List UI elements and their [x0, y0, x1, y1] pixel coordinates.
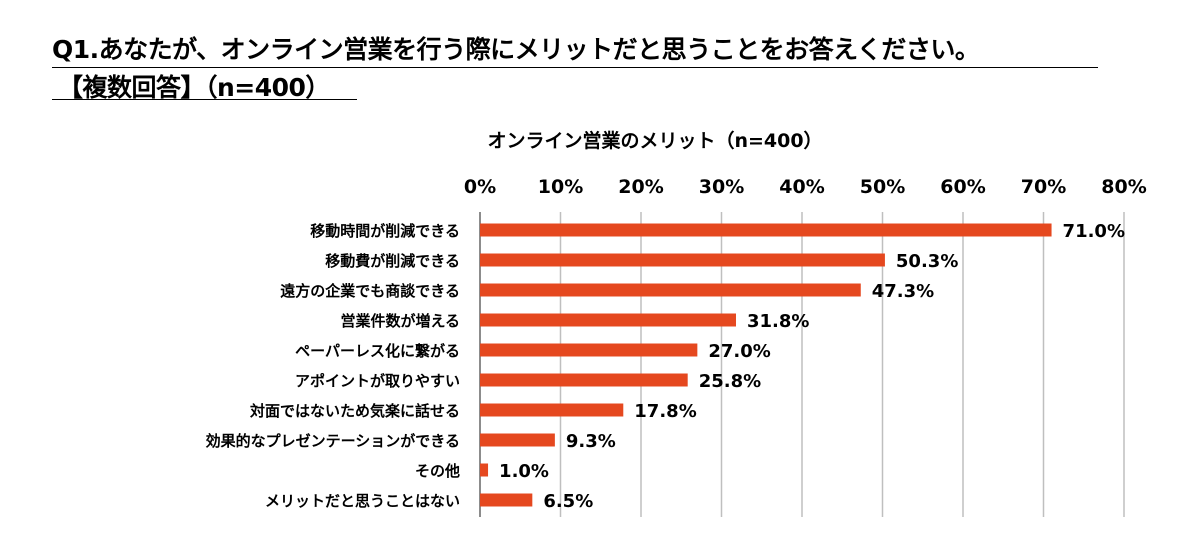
- data-label: 17.8%: [634, 401, 696, 422]
- question-subtitle: 【複数回答】（n=400）: [58, 73, 330, 102]
- category-label: メリットだと思うことはない: [265, 492, 460, 510]
- bar: [480, 343, 698, 357]
- chart-title: オンライン営業のメリット（n=400）: [487, 129, 822, 152]
- category-label: 遠方の企業でも商談できる: [280, 282, 460, 300]
- value-labels: 71.0% 50.3% 47.3% 31.8% 27.0% 25.8%17.8% 9.3% 1…: [499, 221, 1125, 512]
- data-label: 6.5%: [543, 491, 593, 512]
- category-label: 移動時間が削減できる: [310, 222, 460, 240]
- category-label: 営業件数が増える: [340, 312, 460, 330]
- x-tick-label: 30%: [699, 176, 744, 198]
- bar: [480, 373, 688, 387]
- data-label: 27.0%: [708, 341, 770, 362]
- x-axis-ticks: 0% 10% 20% 30% 40% 50% 60% 70% 80%: [464, 176, 1147, 198]
- bar: [480, 493, 533, 507]
- data-label: 9.3%: [566, 431, 616, 452]
- question-subtitle-underline: [52, 99, 357, 100]
- bar: [480, 433, 555, 447]
- bar: [480, 223, 1052, 237]
- bar: [480, 403, 624, 417]
- x-tick-label: 80%: [1101, 176, 1146, 198]
- x-tick-label: 70%: [1021, 176, 1066, 198]
- x-tick-label: 0%: [464, 176, 496, 198]
- x-tick-label: 10%: [538, 176, 583, 198]
- data-label: 1.0%: [499, 461, 549, 482]
- category-label: アポイントが取りやすい: [295, 372, 460, 390]
- bar: [480, 463, 489, 477]
- category-label: 対面ではないため気楽に話せる: [249, 402, 460, 420]
- bar: [480, 313, 736, 327]
- bar: [480, 253, 885, 267]
- bars: [480, 223, 1052, 507]
- question-title: Q1.あなたが、オンライン営業を行う際にメリットだと思うことをお答えください。: [52, 35, 980, 64]
- data-label: 71.0%: [1063, 221, 1125, 242]
- data-label: 47.3%: [872, 281, 934, 302]
- data-label: 50.3%: [896, 251, 958, 272]
- data-label: 31.8%: [747, 311, 809, 332]
- x-tick-label: 60%: [940, 176, 985, 198]
- x-tick-label: 40%: [779, 176, 824, 198]
- category-label: その他: [415, 462, 460, 480]
- category-label: 効果的なプレゼンテーションができる: [206, 432, 460, 450]
- category-label: 移動費が削減できる: [325, 252, 460, 270]
- question-title-underline: [52, 67, 1098, 68]
- data-label: 25.8%: [699, 371, 761, 392]
- x-tick-label: 50%: [860, 176, 905, 198]
- category-label: ペーパーレス化に繋がる: [295, 342, 460, 360]
- bar: [480, 283, 861, 297]
- x-tick-label: 20%: [618, 176, 663, 198]
- category-labels: 移動時間が削減できる移動費が削減できる遠方の企業でも商談できる営業件数が増えるペ…: [206, 222, 460, 510]
